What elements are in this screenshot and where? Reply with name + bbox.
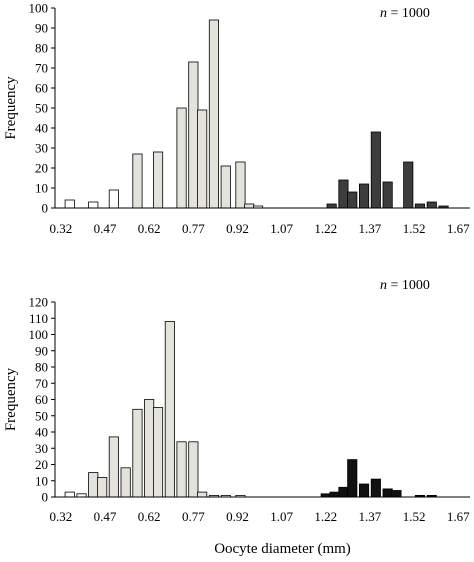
x-tick-label: 0.77 [182,509,205,524]
x-tick-label: 0.32 [50,509,73,524]
y-tick-label: 80 [35,41,48,56]
x-tick-label: 1.07 [270,509,293,524]
bar [338,179,349,209]
y-tick-label: 70 [35,376,48,391]
bar [358,483,370,498]
x-tick-label: 0.47 [94,509,117,524]
x-tick-label: 1.52 [403,509,426,524]
bar [188,441,199,498]
y-tick-label: 100 [29,327,49,342]
bar [220,165,231,209]
y-tick-label: 90 [35,343,48,358]
bar [64,199,75,209]
x-tick-label: 1.37 [359,509,382,524]
bar [132,408,143,498]
bar [338,486,349,498]
bar [370,131,381,209]
x-tick-label: 0.62 [138,221,161,236]
x-tick-label: 1.67 [447,509,470,524]
y-tick-label: 0 [42,490,49,505]
y-tick-label: 30 [35,441,48,456]
bar [370,478,381,498]
bar [108,189,119,209]
x-tick-label: 0.32 [50,221,73,236]
bar [144,399,155,498]
y-tick-label: 10 [35,181,48,196]
x-tick-label: 0.47 [94,221,117,236]
bar [97,477,108,498]
x-tick-label: 1.22 [314,509,337,524]
bar [382,488,393,498]
bar [347,459,358,498]
y-tick-label: 0 [42,201,49,216]
x-tick-label: 1.67 [447,221,470,236]
y-tick-label: 50 [35,408,48,423]
x-tick-label: 0.92 [226,509,249,524]
x-tick-label: 0.62 [138,509,161,524]
bar [235,161,246,209]
x-tick-label: 0.92 [226,221,249,236]
bar [244,203,255,209]
y-tick-label: 100 [29,1,49,16]
x-tick-label: 0.77 [182,221,205,236]
sample-size-annotation: n = 1000 [380,278,430,293]
y-tick-label: 40 [35,425,48,440]
y-tick-label: 20 [35,457,48,472]
bar [391,490,402,498]
y-tick-label: 10 [35,473,48,488]
bar [108,436,119,498]
sample-size-annotation: n = 1000 [380,6,430,21]
bar [329,491,340,498]
bar [152,151,164,209]
bar [208,19,220,209]
bar [188,61,199,209]
bar [164,321,175,498]
y-tick-label: 50 [35,101,48,116]
chart-panel-1: 0 10 20 30 40 50 60 70 80 90 100 0.32 0.47 0.62 0.77 0.… [3,1,470,237]
y-tick-label: 70 [35,61,48,76]
y-tick-label: 30 [35,141,48,156]
bar [347,191,358,209]
bar [176,441,187,498]
y-tick-label: 20 [35,161,48,176]
x-axis-title: Oocyte diameter (mm) [214,541,351,557]
y-tick-label: 60 [35,392,48,407]
y-tick-label: 40 [35,121,48,136]
bar [426,201,437,209]
y-tick-label: 80 [35,360,48,375]
x-tick-label: 1.07 [270,221,293,236]
bar [358,183,370,209]
y-tick-label: 60 [35,81,48,96]
bar [64,491,75,498]
y-axis-title: Frequency [3,367,19,431]
bar [88,472,99,498]
bar [132,153,143,209]
bar [152,407,164,498]
y-axis-title: Frequency [3,76,19,140]
y-tick-label: 90 [35,21,48,36]
bar [326,203,337,209]
bar [120,467,131,498]
bar [176,107,187,209]
x-tick-label: 1.52 [403,221,426,236]
y-tick-label: 120 [29,295,49,310]
bar [382,181,393,209]
bar [88,201,99,209]
bar [414,203,425,209]
bar [197,109,208,209]
y-tick-label: 110 [29,311,48,326]
bar [197,491,208,498]
x-tick-label: 1.37 [359,221,382,236]
bar [403,161,414,209]
x-tick-label: 1.22 [314,221,337,236]
